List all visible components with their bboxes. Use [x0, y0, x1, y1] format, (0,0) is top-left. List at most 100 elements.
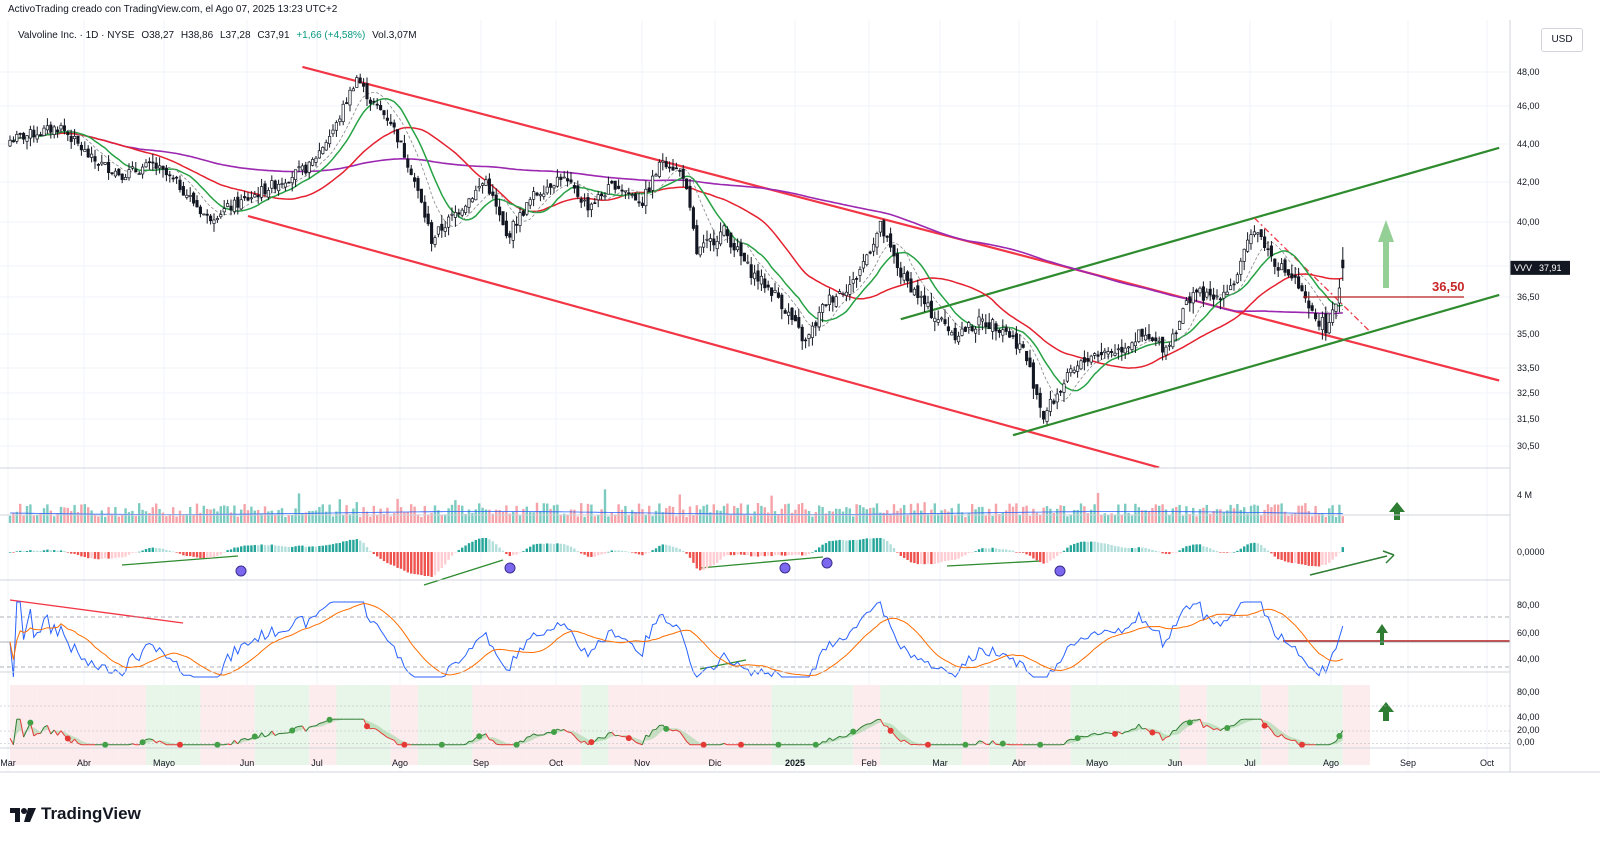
oscillator-segment — [676, 729, 681, 733]
candle-body — [1300, 285, 1304, 292]
macd-histogram-bar — [580, 552, 583, 554]
tradingview-logo[interactable]: TradingView — [10, 804, 141, 824]
candle-body — [552, 185, 556, 189]
candle-body — [708, 238, 712, 242]
volume-bar — [410, 504, 413, 523]
volume-bar — [287, 514, 290, 523]
macd-histogram-bar — [593, 552, 596, 557]
candle-body — [1055, 393, 1059, 403]
symbol-name[interactable]: Valvoline Inc. · 1D · NYSE — [18, 30, 135, 41]
macd-histogram-bar — [1205, 547, 1208, 552]
oscillator-segment — [19, 719, 25, 738]
candle-body — [572, 185, 576, 189]
volume-bar — [1025, 505, 1028, 523]
macd-histogram-bar — [49, 550, 52, 552]
volume-bar — [396, 498, 399, 523]
macd-histogram-bar — [202, 552, 205, 559]
volume-bar — [236, 516, 239, 523]
volume-bar — [1079, 503, 1083, 523]
macd-histogram-bar — [940, 552, 943, 562]
candle-body — [270, 180, 274, 189]
candle-body — [1235, 274, 1239, 284]
macd-histogram-bar — [209, 552, 212, 558]
oscillator-segment — [584, 740, 589, 746]
candle-body — [76, 135, 80, 144]
oscillator-segment — [1080, 735, 1085, 738]
macd-histogram-bar — [1039, 552, 1042, 563]
macd-histogram-bar — [960, 552, 964, 557]
macd-histogram-bar — [1127, 548, 1130, 552]
macd-histogram-bar — [1311, 552, 1314, 566]
annotations[interactable]: 36,50 VVV 37,91 — [9, 220, 1570, 721]
volume-bar — [627, 515, 630, 523]
candle-body — [202, 213, 206, 216]
candle-body — [685, 178, 689, 190]
candle-body — [215, 218, 219, 221]
macd-histogram-bar — [1076, 542, 1079, 552]
oscillator-segment — [43, 724, 48, 728]
oscillator-segment — [557, 728, 561, 731]
currency-button[interactable]: USD — [1541, 28, 1583, 52]
candle-body — [409, 168, 413, 175]
volume-bar — [450, 504, 454, 523]
candle-body — [294, 169, 298, 180]
macd-histogram-bar — [416, 552, 420, 575]
macd-histogram-bar — [1056, 552, 1059, 556]
volume-bar — [954, 515, 957, 523]
macd-histogram-bar — [709, 552, 712, 567]
oscillator-segment — [533, 733, 538, 736]
volume-bar — [53, 516, 56, 523]
candle-body — [1303, 291, 1307, 299]
macd-histogram-bar — [736, 552, 739, 555]
macd-histogram-bar — [433, 552, 437, 576]
macd-histogram-bar — [389, 552, 392, 565]
macd-histogram-bar — [1100, 543, 1103, 552]
volume-bar — [1117, 504, 1120, 523]
volume-bar — [457, 504, 460, 523]
candle-body — [1178, 320, 1182, 330]
macd-histogram-bar — [1032, 552, 1035, 559]
candle-body — [997, 329, 1001, 333]
macd-histogram-bar — [100, 552, 103, 559]
candle-body — [110, 172, 114, 175]
oscillator-cross-dot — [1261, 722, 1268, 729]
oscillator-segment — [686, 741, 691, 746]
oscillator-segment — [295, 725, 300, 728]
volume-bar — [780, 508, 783, 523]
volume-bar — [209, 509, 212, 523]
volume-bar — [1283, 511, 1287, 523]
macd-histogram-bar — [294, 546, 297, 552]
candle-body — [834, 296, 838, 307]
macd-histogram-bar — [484, 538, 488, 552]
symbol-header[interactable]: Valvoline Inc. · 1D · NYSE O38,27 H38,86… — [18, 30, 421, 41]
macd-histogram-bar — [32, 550, 35, 552]
oscillator-segment — [829, 737, 834, 741]
candle-body — [355, 77, 359, 88]
volume-bar — [1035, 512, 1038, 523]
macd-histogram-bar — [148, 547, 151, 552]
oscillator-zone — [1152, 685, 1180, 765]
candle-body — [1259, 229, 1263, 238]
volume-bar — [93, 514, 97, 523]
volume-bar — [110, 513, 114, 523]
rsi-pane — [0, 601, 1510, 678]
volume-bar — [916, 503, 919, 523]
volume-bar — [617, 504, 620, 523]
volume-bar — [141, 509, 144, 523]
macd-histogram-bar — [1168, 552, 1171, 555]
macd-histogram-bar — [121, 552, 124, 558]
oscillator-segment — [893, 733, 898, 739]
last-price-value: 37,91 — [1539, 263, 1562, 273]
axes[interactable]: Mar Abr Mayo Jun Jul Ago Sep Oct Nov Dic 2025 Feb Ma… — [0, 20, 1600, 773]
candle-body — [113, 170, 117, 177]
volume-bar — [83, 504, 86, 523]
macd-histogram-bar — [1290, 552, 1293, 563]
last-price-tag — [1510, 260, 1570, 275]
volume-bar — [1178, 504, 1181, 523]
trendlines[interactable] — [247, 65, 1500, 469]
macd-histogram-bar — [114, 552, 117, 558]
candle-body — [314, 157, 318, 163]
x-tick-label: Ago — [392, 758, 408, 768]
volume-bar — [325, 511, 328, 523]
